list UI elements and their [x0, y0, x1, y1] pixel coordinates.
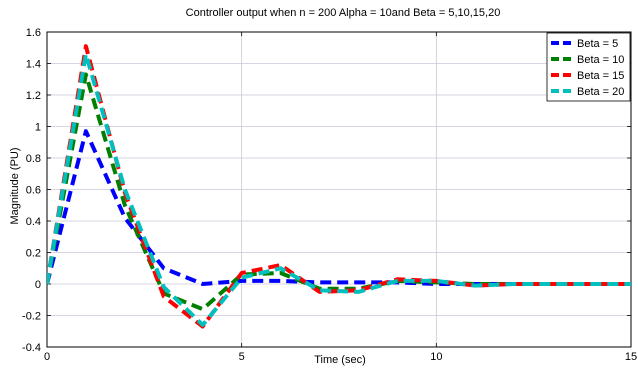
x-tick-label: 0: [44, 351, 50, 363]
y-tick-label: 0.4: [26, 216, 41, 228]
series-line: [47, 52, 631, 327]
y-axis-label: Magnitude (PU): [9, 147, 21, 224]
legend-label: Beta = 5: [577, 38, 618, 50]
legend-label: Beta = 15: [577, 70, 624, 82]
y-tick-label: 1.6: [26, 27, 41, 39]
plot-area: 0 5 10 15 -0.4 -0.2 0 0.2 0.4 0.6 0.8 1 1.2 1.4 1.6: [22, 27, 637, 363]
y-tick-label: 0: [35, 279, 41, 291]
x-tick-label: 15: [625, 351, 637, 363]
y-tick-label: 0.8: [26, 153, 41, 165]
plot-frame: [46, 31, 632, 348]
y-tick-label: 1.4: [26, 59, 41, 71]
legend: Beta = 5 Beta = 10 Beta = 15 Beta = 20: [546, 32, 631, 102]
x-tick-label: 10: [430, 351, 442, 363]
series-line: [47, 44, 631, 329]
y-tick-label: -0.2: [22, 311, 41, 323]
y-tick-label: 1.2: [26, 90, 41, 102]
x-axis-label: Time (sec): [314, 354, 366, 366]
y-tick-label: -0.4: [22, 342, 41, 354]
legend-box: [546, 32, 631, 102]
legend-label: Beta = 20: [577, 86, 624, 98]
y-tick-label: 0.6: [26, 185, 41, 197]
y-tick-label: 0.2: [26, 248, 41, 260]
legend-label: Beta = 10: [577, 54, 624, 66]
chart-title: Controller output when n = 200 Alpha = 1…: [186, 7, 501, 19]
x-tick-label: 5: [239, 351, 245, 363]
series-lines: [47, 44, 631, 329]
y-tick-label: 1: [35, 122, 41, 134]
